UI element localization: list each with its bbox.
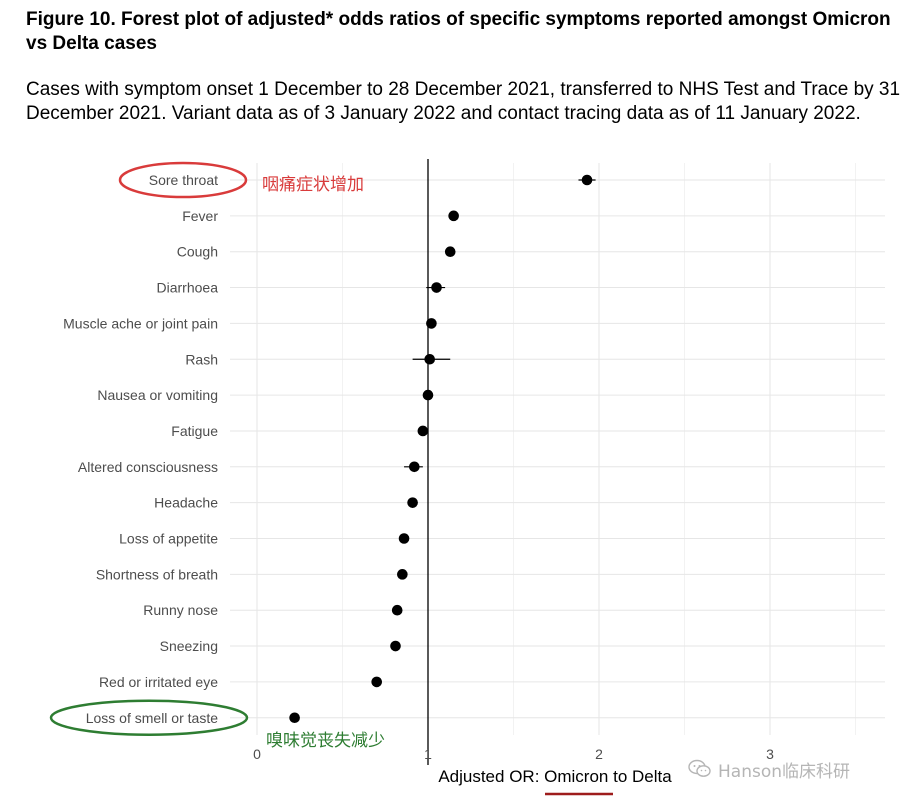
data-point [390, 640, 401, 652]
category-label: Rash [185, 351, 218, 367]
figure-title: Figure 10. Forest plot of adjusted* odds… [26, 9, 891, 54]
data-point [431, 282, 442, 293]
category-label: Fatigue [171, 423, 218, 439]
category-label: Sneezing [160, 638, 218, 654]
wechat-icon [688, 759, 711, 777]
category-label: Diarrhoea [157, 280, 219, 296]
category-label: Altered consciousness [78, 459, 218, 475]
category-label: Runny nose [143, 602, 218, 618]
x-tick-label: 3 [766, 746, 774, 762]
grid-lines [230, 163, 885, 735]
category-label: Fever [182, 208, 218, 224]
point-estimates [289, 174, 593, 724]
category-label: Loss of appetite [119, 531, 218, 547]
annotation-sore-throat: 咽痛症状增加 [262, 175, 364, 195]
category-label: Shortness of breath [96, 566, 218, 582]
x-tick-label: 2 [595, 746, 603, 762]
category-label: Nausea or vomiting [97, 387, 218, 403]
data-point [407, 497, 418, 508]
data-point [444, 246, 456, 257]
category-label: Headache [154, 495, 218, 511]
data-point [371, 676, 383, 688]
x-tick-label: 0 [253, 746, 261, 762]
data-point [289, 712, 300, 724]
annotation-smell-taste: 嗅味觉丧失减少 [266, 731, 385, 751]
smell-taste-highlight-ellipse [49, 699, 249, 736]
sore-throat-highlight-ellipse [118, 161, 248, 199]
category-label: Sore throat [149, 172, 218, 188]
data-point [448, 210, 459, 222]
category-labels: Sore throat Fever Cough Diarrhoea Muscle ach… [63, 172, 218, 726]
category-label: Red or irritated eye [99, 674, 218, 690]
figure-subtitle: Cases with symptom onset 1 December to 2… [26, 79, 901, 124]
x-axis-label: Adjusted OR: Omicron to Delta [438, 767, 672, 786]
data-point [409, 461, 420, 473]
confidence-intervals [291, 179, 596, 719]
watermark: Hanson临床科研 [688, 756, 850, 782]
x-tick-labels: 0 1 2 3 [253, 746, 774, 762]
data-point [424, 353, 436, 365]
data-point [391, 604, 403, 616]
data-point [581, 174, 593, 186]
watermark-text: Hanson临床科研 [718, 761, 851, 782]
data-point [422, 389, 434, 401]
data-point [397, 569, 408, 580]
category-label: Loss of smell or taste [86, 710, 218, 726]
data-point [417, 425, 429, 437]
category-label: Cough [177, 244, 218, 260]
data-point [398, 533, 410, 544]
x-tick-label: 1 [424, 746, 432, 762]
data-point [426, 318, 437, 329]
category-label: Muscle ache or joint pain [63, 315, 218, 331]
